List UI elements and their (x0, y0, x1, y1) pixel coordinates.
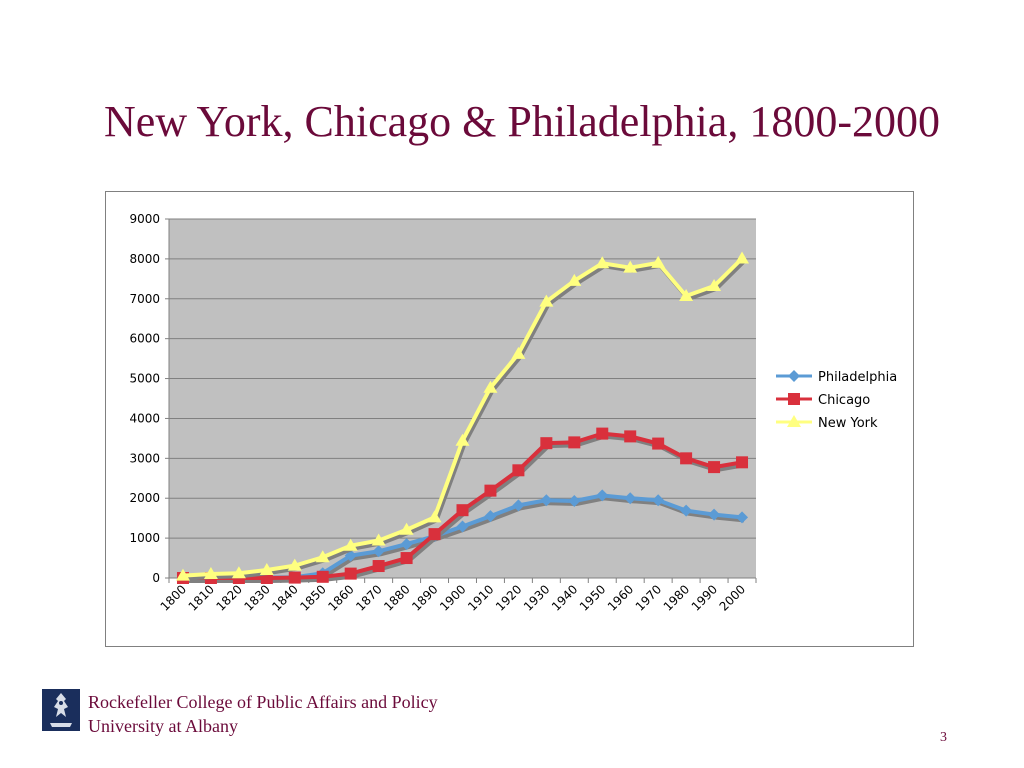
y-tick-label: 0 (152, 571, 160, 585)
new-york-point (511, 346, 526, 359)
new-york-point (315, 550, 330, 563)
chicago-point (512, 464, 525, 477)
y-tick-label: 3000 (129, 451, 160, 465)
page-number: 3 (940, 730, 947, 745)
slide-title: New York, Chicago & Philadelphia, 1800-2… (104, 97, 940, 146)
philadelphia-point (680, 504, 693, 517)
philadelphia-point (484, 510, 497, 523)
x-tick-label: 1880 (381, 582, 412, 613)
new-york-point (623, 260, 638, 273)
chicago-point (540, 437, 553, 450)
chicago-point (652, 437, 665, 450)
y-tick-label: 1000 (129, 531, 160, 545)
y-tick-label: 7000 (129, 292, 160, 306)
new-york-point (735, 251, 750, 264)
x-tick-label: 1960 (605, 582, 636, 613)
x-tick-label: 1810 (186, 582, 217, 613)
chicago-point (736, 456, 749, 469)
x-tick-label: 1860 (325, 582, 356, 613)
philadelphia-point (456, 520, 469, 533)
x-tick-label: 1980 (661, 582, 692, 613)
x-tick-label: 1820 (214, 582, 245, 613)
new-york-point (595, 256, 610, 269)
footer-university-name: University at Albany (88, 716, 238, 736)
x-tick-label: 1910 (465, 582, 496, 613)
legend-new-york-label: New York (818, 416, 878, 431)
new-york-point (679, 288, 694, 301)
philadelphia-point (568, 495, 581, 508)
legend-philadelphia-label: Philadelphia (818, 370, 897, 385)
legend-new-york-marker (787, 415, 801, 427)
x-tick-label: 1990 (689, 582, 720, 613)
college-seal-icon (42, 689, 80, 731)
legend-chicago-marker (788, 393, 800, 405)
footer-institution: Rockefeller College of Public Affairs an… (88, 690, 438, 738)
philadelphia-point (512, 499, 525, 512)
new-york-point (483, 380, 498, 393)
new-york-point (651, 255, 666, 268)
population-line-chart: 0 1000 2000 3000 4000 5000 6000 7000 8000 9000 180… (105, 191, 914, 647)
y-tick-label: 5000 (129, 372, 160, 386)
new-york-point (343, 538, 358, 551)
x-tick-label: 1850 (297, 582, 328, 613)
x-tick-label: 1900 (437, 582, 468, 613)
philadelphia-point (708, 508, 721, 521)
x-tick-label: 1890 (409, 582, 440, 613)
philadelphia-point (372, 545, 385, 558)
philadelphia-point (736, 511, 749, 524)
chicago-point (680, 452, 693, 465)
new-york-point (371, 533, 386, 546)
philadelphia-point (400, 538, 413, 551)
new-york-point (287, 558, 302, 571)
new-york-point (259, 563, 274, 576)
chicago-point (288, 571, 301, 584)
x-tick-label: 2000 (717, 582, 748, 613)
chart-canvas: 0 1000 2000 3000 4000 5000 6000 7000 8000 9000 180… (129, 212, 897, 614)
new-york-point (175, 568, 190, 581)
legend-philadelphia-marker (788, 370, 800, 382)
x-tick-label: 1940 (549, 582, 580, 613)
y-tick-label: 4000 (129, 411, 160, 425)
x-tick-label: 1840 (269, 582, 300, 613)
philadelphia-point (596, 489, 609, 502)
y-tick-label: 6000 (129, 332, 160, 346)
plot-area (169, 219, 756, 578)
chicago-point (344, 567, 357, 580)
chicago-point (372, 560, 385, 573)
chicago-point (316, 570, 329, 583)
x-tick-label: 1830 (241, 582, 272, 613)
philadelphia-point (624, 492, 637, 505)
legend-chicago-label: Chicago (818, 393, 870, 408)
y-tick-label: 9000 (129, 212, 160, 226)
y-tick-label: 8000 (129, 252, 160, 266)
chicago-point (484, 484, 497, 497)
chicago-point (456, 504, 469, 517)
new-york-point (231, 566, 246, 579)
new-york-point (455, 433, 470, 446)
chicago-point (596, 427, 609, 440)
philadelphia-point (652, 494, 665, 507)
new-york-point (427, 510, 442, 523)
new-york-point (399, 522, 414, 535)
new-york-point (707, 279, 722, 292)
y-tick-label: 2000 (129, 491, 160, 505)
chicago-point (428, 528, 441, 541)
x-tick-label: 1800 (158, 582, 189, 613)
chicago-point (568, 436, 581, 449)
x-tick-label: 1870 (353, 582, 384, 613)
chicago-point (708, 461, 721, 474)
x-tick-label: 1970 (633, 582, 664, 613)
footer-college-name: Rockefeller College of Public Affairs an… (88, 692, 438, 712)
chicago-point (400, 552, 413, 565)
philadelphia-point (540, 494, 553, 507)
x-tick-label: 1930 (521, 582, 552, 613)
new-york-point (539, 294, 554, 307)
new-york-point (567, 273, 582, 286)
chicago-point (624, 430, 637, 443)
x-tick-label: 1920 (493, 582, 524, 613)
x-tick-label: 1950 (577, 582, 608, 613)
new-york-point (203, 567, 218, 580)
